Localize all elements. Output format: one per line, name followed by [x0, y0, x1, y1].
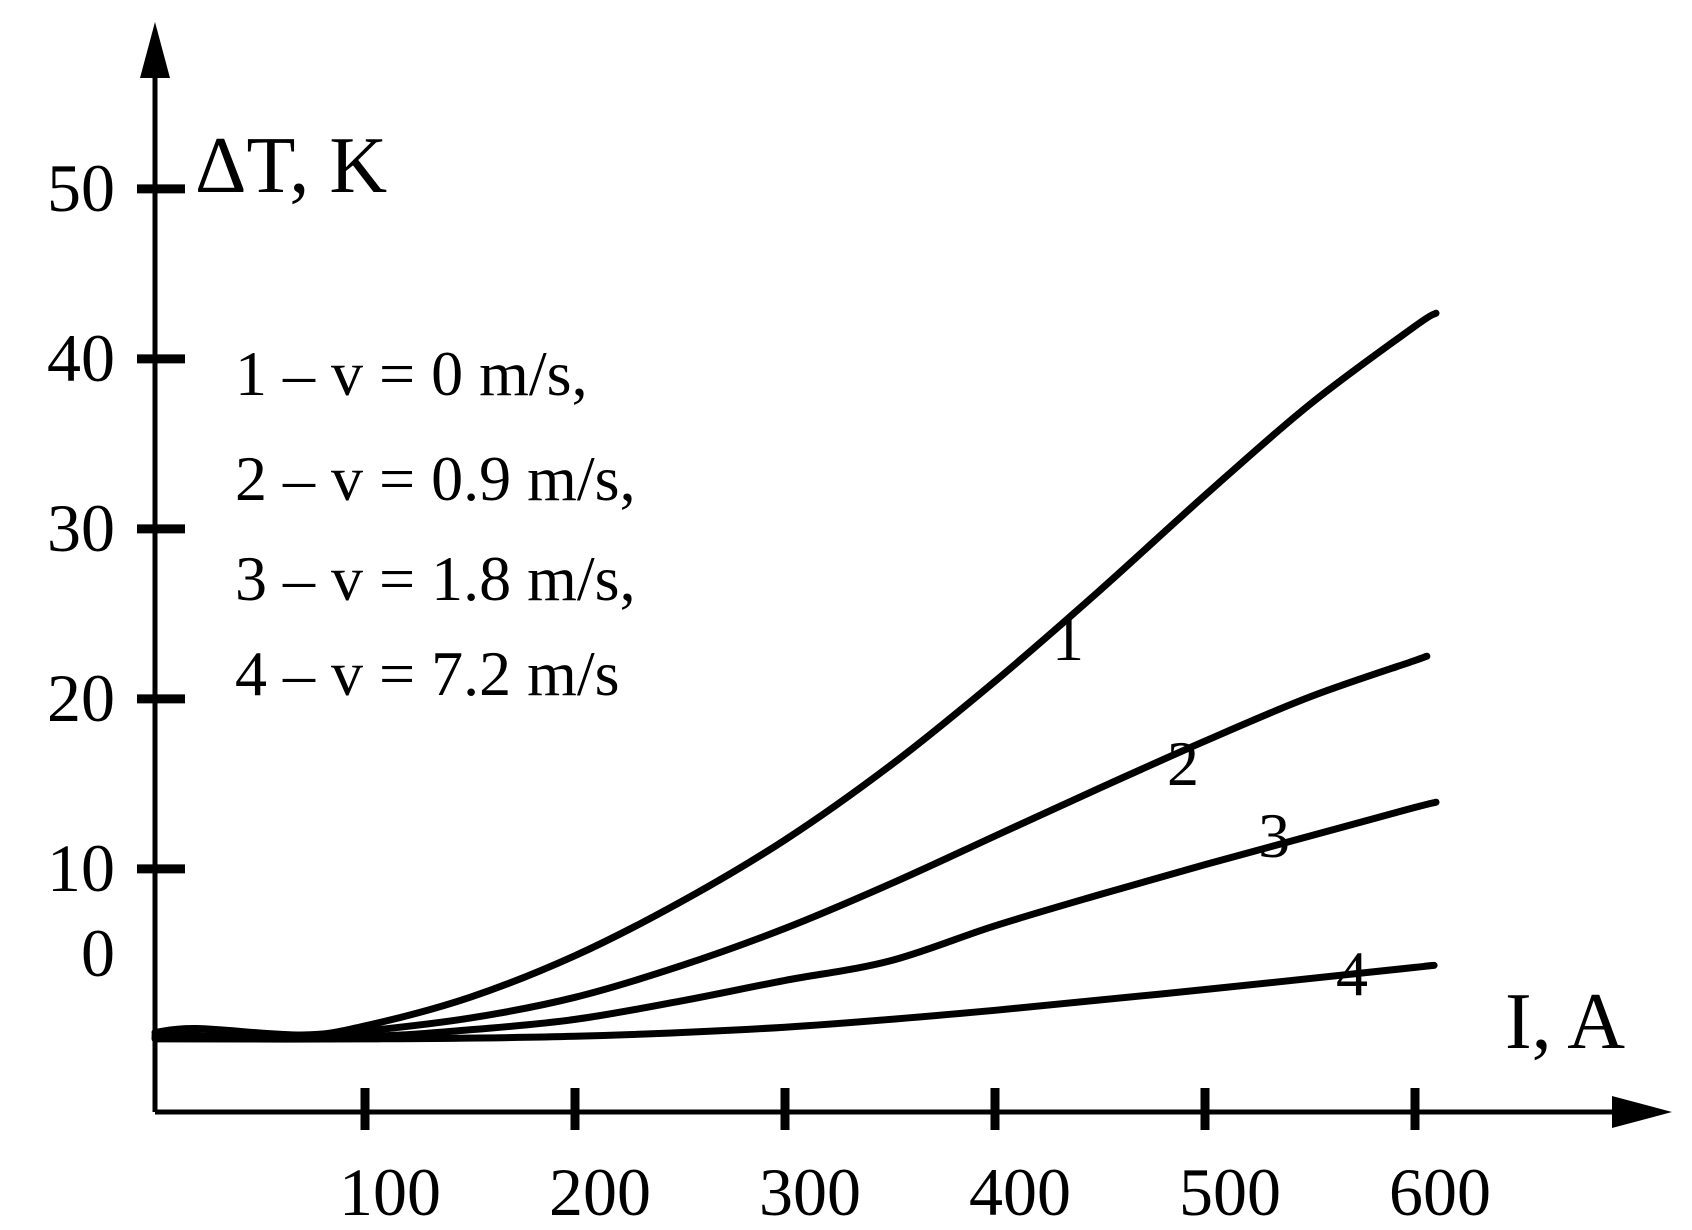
x-ticks: 100 200 300 400 500 600 — [339, 1088, 1491, 1230]
x-tick-label-300: 300 — [759, 1154, 861, 1230]
legend-entry-3: 3 – v = 1.8 m/s, — [235, 543, 636, 614]
x-axis — [155, 1096, 1672, 1128]
legend-entry-4: 4 – v = 7.2 m/s — [235, 638, 620, 709]
legend-entry-1: 1 – v = 0 m/s, — [235, 338, 588, 409]
y-tick-label-40: 40 — [47, 320, 115, 396]
x-axis-label: I, A — [1505, 978, 1625, 1066]
x-axis-arrow — [1612, 1096, 1672, 1128]
y-axis-arrow — [140, 22, 170, 78]
y-tick-label-20: 20 — [47, 660, 115, 736]
series-line-2 — [151, 652, 1431, 1040]
x-tick-label-200: 200 — [549, 1154, 651, 1230]
y-axis — [140, 22, 170, 1112]
y-tick-label-50: 50 — [47, 150, 115, 226]
x-tick-label-600: 600 — [1389, 1154, 1491, 1230]
legend-entry-2: 2 – v = 0.9 m/s, — [235, 443, 636, 514]
series-line-3 — [151, 798, 1440, 1042]
y-tick-label-0: 0 — [81, 915, 115, 991]
curve-label-2: 2 — [1167, 728, 1199, 799]
curve-labels: 1 2 3 4 — [1052, 603, 1368, 1009]
y-ticks: 0 10 20 30 40 50 — [47, 150, 185, 991]
legend: 1 – v = 0 m/s, 2 – v = 0.9 m/s, 3 – v = … — [235, 338, 636, 709]
curve-label-3: 3 — [1258, 800, 1290, 871]
curve-label-1: 1 — [1052, 603, 1084, 674]
y-axis-label: ΔT, K — [195, 122, 387, 210]
x-tick-label-100: 100 — [339, 1154, 441, 1230]
curve-label-4: 4 — [1336, 938, 1368, 1009]
series-line-4 — [151, 961, 1438, 1043]
x-tick-label-400: 400 — [969, 1154, 1071, 1230]
y-tick-label-10: 10 — [47, 830, 115, 906]
y-tick-label-30: 30 — [47, 490, 115, 566]
x-tick-label-500: 500 — [1179, 1154, 1281, 1230]
series-group — [151, 309, 1440, 1043]
